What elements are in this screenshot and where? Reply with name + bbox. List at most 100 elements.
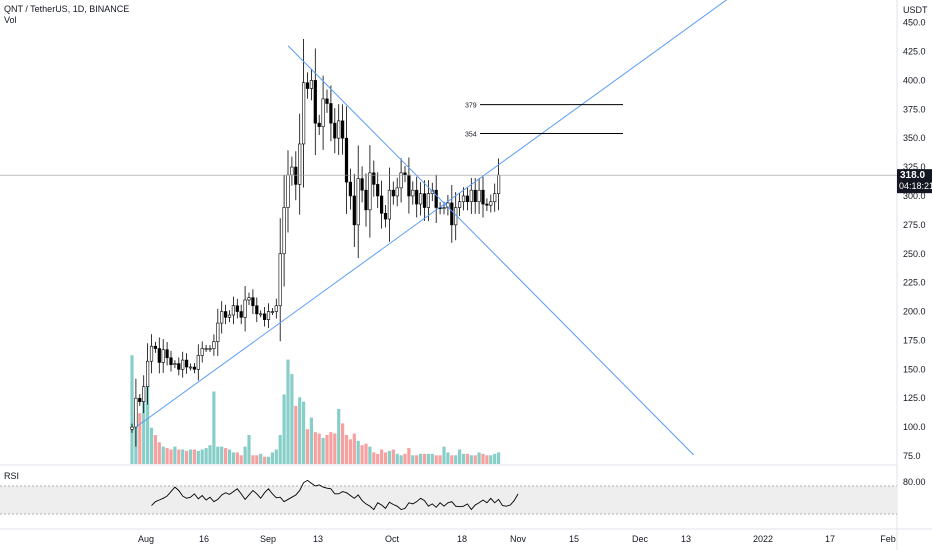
- time-tick-label: 17: [825, 534, 835, 544]
- rsi-label[interactable]: RSI: [4, 471, 20, 481]
- volume-bar: [489, 455, 493, 464]
- candle-body: [340, 120, 345, 139]
- candle-body: [333, 122, 337, 139]
- trendlines[interactable]: [135, 0, 764, 456]
- candle-body: [298, 143, 302, 185]
- volume-bar: [224, 448, 228, 464]
- rsi-band-fill: [0, 486, 897, 514]
- candle-body: [227, 314, 232, 318]
- candle-body: [294, 166, 298, 185]
- price-tick-label: 100.0: [903, 422, 926, 432]
- time-tick-label: Feb: [880, 534, 896, 544]
- candle-body: [290, 166, 294, 176]
- candle-body: [165, 349, 169, 359]
- volume-bars: [130, 355, 501, 464]
- volume-bar: [146, 384, 150, 464]
- rsi-line: [151, 479, 519, 511]
- volume-bar: [344, 435, 349, 464]
- candle-body: [364, 189, 368, 211]
- volume-bar: [243, 446, 247, 464]
- volume-bar: [161, 446, 165, 464]
- volume-bar: [313, 432, 317, 464]
- volume-bar: [130, 355, 134, 464]
- price-axis[interactable]: USDT 450.0 425.0 400.0 375.0 350.0 325.0 300.0…: [903, 5, 928, 461]
- candle-body: [329, 103, 333, 124]
- volume-bar: [473, 455, 477, 464]
- candle-body: [188, 366, 193, 369]
- volume-bar: [497, 452, 501, 464]
- volume-bar: [356, 440, 360, 464]
- candle-body: [266, 311, 271, 320]
- candle-body: [344, 137, 349, 183]
- candle-body: [255, 305, 259, 315]
- candle-body: [286, 174, 290, 208]
- volume-bar: [185, 450, 189, 464]
- volume-bar: [286, 359, 290, 464]
- last-price-value: 318.0: [900, 170, 925, 181]
- candle-body: [469, 189, 473, 203]
- volume-bar: [411, 455, 415, 464]
- price-tick-label: 75.0: [903, 451, 921, 461]
- candle-body: [169, 357, 173, 365]
- volume-bar: [266, 456, 271, 464]
- price-tick-label: 175.0: [903, 335, 926, 345]
- candle-body: [200, 348, 204, 356]
- time-tick-label: 2022: [753, 534, 773, 544]
- candle-body: [313, 80, 317, 124]
- candle-body: [130, 426, 134, 430]
- volume-bar: [438, 455, 442, 464]
- volume-bar: [380, 449, 384, 464]
- volume-bar: [247, 435, 251, 464]
- price-level-annotations[interactable]: 379 354: [465, 103, 623, 139]
- volume-bar: [481, 453, 485, 464]
- volume-bar: [383, 452, 388, 464]
- volume-bar: [239, 455, 243, 464]
- candle-body: [204, 348, 208, 350]
- candle-body: [426, 193, 431, 208]
- volume-bar: [169, 449, 173, 464]
- candle-body: [247, 297, 251, 301]
- volume-bar: [142, 400, 146, 464]
- volume-bar: [212, 391, 216, 464]
- candle-body: [403, 172, 407, 176]
- candle-body: [356, 178, 360, 226]
- last-price-tag: 318.0 04:18:21: [897, 169, 932, 194]
- volume-bar: [376, 453, 380, 464]
- volume-bar: [204, 448, 208, 464]
- candle-body: [270, 311, 275, 313]
- volume-bar: [325, 435, 329, 464]
- candle-body: [407, 174, 411, 197]
- candle-body: [368, 172, 372, 211]
- volume-bar: [348, 439, 352, 464]
- symbol-title[interactable]: QNT / TetherUS, 1D, BINANCE: [4, 4, 130, 14]
- price-tick-label: 225.0: [903, 278, 926, 288]
- trendline: [135, 0, 728, 428]
- volume-bar: [450, 455, 454, 464]
- time-tick-label: Dec: [632, 534, 649, 544]
- candle-body: [220, 311, 224, 324]
- candle-body: [161, 349, 165, 363]
- candle-body: [243, 299, 247, 318]
- candle-body: [251, 297, 255, 307]
- candle-body: [224, 311, 228, 318]
- candle-body: [181, 359, 185, 370]
- time-tick-label: 18: [457, 534, 467, 544]
- time-tick-label: Oct: [385, 534, 400, 544]
- candle-body: [305, 82, 310, 89]
- candle-body: [173, 363, 177, 365]
- candle-body: [372, 172, 376, 185]
- candle-body: [379, 195, 384, 214]
- candle-body: [196, 355, 200, 370]
- volume-bar: [469, 455, 473, 464]
- candle-body: [399, 172, 403, 189]
- volume-bar: [208, 445, 212, 464]
- candle-body: [465, 195, 470, 203]
- price-tick-label: 325.0: [903, 162, 926, 172]
- candle-body: [231, 305, 236, 316]
- volume-bar: [352, 433, 356, 464]
- candle-body: [450, 202, 454, 226]
- volume-bar: [493, 453, 497, 464]
- volume-bar: [458, 449, 462, 464]
- time-axis[interactable]: Aug 16 Sep 13 Oct 18 Nov 15 Dec 13 2022 17 Feb: [138, 534, 896, 544]
